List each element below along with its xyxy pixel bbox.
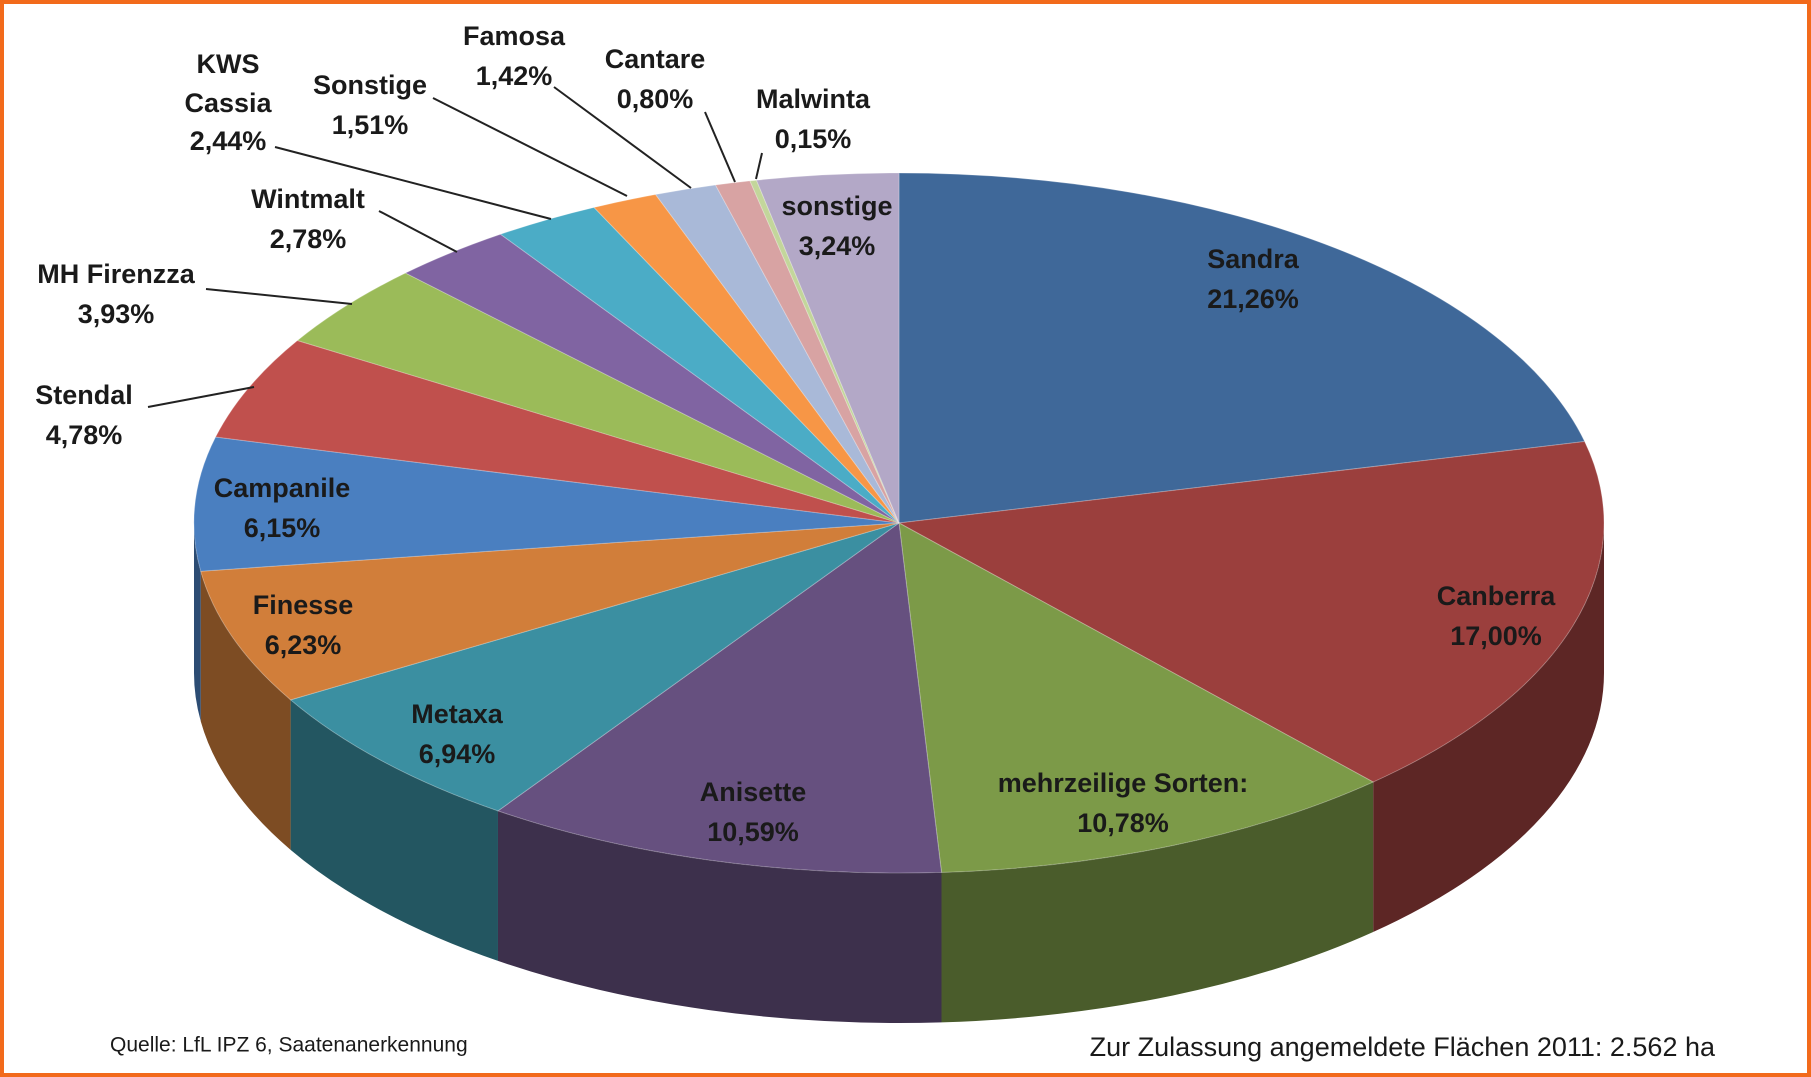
slice	[749, 179, 900, 524]
slice-side	[290, 699, 498, 961]
slice	[897, 440, 1605, 783]
slice	[404, 233, 900, 524]
slice	[496, 522, 943, 874]
category-label: Malwinta	[756, 84, 871, 114]
slice	[593, 193, 900, 524]
slice	[898, 522, 1375, 873]
source: Quelle: LfL IPZ 6, Saatenanerkennung	[110, 1034, 468, 1057]
slice	[289, 522, 900, 812]
slice	[499, 206, 900, 524]
category-label: Cantare	[605, 44, 706, 74]
category-label: mehrzeilige Sorten:	[998, 768, 1249, 798]
category-label-line: Cassia	[184, 88, 272, 118]
value-label: 17,00%	[1450, 621, 1542, 651]
slice	[654, 184, 900, 524]
value-label: 2,44%	[190, 126, 267, 156]
labels: Sandra 21,26% Canberra 17,00% mehrzeilige So…	[35, 21, 1556, 847]
value-label: 6,94%	[419, 739, 496, 769]
value-label: 1,51%	[332, 110, 409, 140]
category-label: KWS Cassia	[184, 49, 272, 118]
leader-line	[147, 386, 255, 408]
category-label: Sandra	[1207, 244, 1300, 274]
category-label-line: KWS	[197, 49, 260, 79]
leader-line	[432, 97, 628, 197]
slice-side	[194, 523, 201, 722]
value-label: 6,23%	[265, 630, 342, 660]
category-label: sonstige	[781, 191, 892, 221]
category-label: Campanile	[214, 473, 351, 503]
slice	[296, 272, 900, 524]
category-label: Finesse	[253, 590, 354, 620]
slice	[200, 522, 900, 701]
category-label: MH Firenzza	[37, 259, 196, 289]
category-label: Wintmalt	[251, 184, 365, 214]
value-label: 2,78%	[270, 224, 347, 254]
slice	[193, 436, 900, 572]
pie-tops	[193, 172, 1605, 874]
category-label: Sonstige	[313, 70, 427, 100]
value-label: 6,15%	[244, 513, 321, 543]
value-label: 0,80%	[617, 84, 694, 114]
slice-side	[497, 810, 942, 1023]
slice	[898, 172, 1586, 524]
slice-side	[941, 782, 1374, 1023]
value-label: 10,59%	[707, 817, 799, 847]
leader-line	[704, 111, 736, 183]
slice-side	[1373, 523, 1604, 933]
category-label: Famosa	[463, 21, 566, 51]
value-label: 21,26%	[1207, 284, 1299, 314]
category-label: Anisette	[700, 777, 807, 807]
value-label: 3,93%	[78, 299, 155, 329]
slice-side	[200, 571, 291, 850]
leader-line	[755, 152, 763, 180]
value-label: 10,78%	[1077, 808, 1169, 838]
slice	[755, 172, 900, 524]
value-label: 4,78%	[46, 420, 123, 450]
value-label: 1,42%	[476, 61, 553, 91]
leader-line	[553, 86, 692, 189]
category-label: Canberra	[1437, 581, 1557, 611]
value-label: 0,15%	[775, 124, 852, 154]
leader-line	[274, 146, 552, 220]
category-label: Metaxa	[411, 699, 504, 729]
category-label: Stendal	[35, 380, 133, 410]
slice	[714, 180, 900, 524]
leader-line	[205, 288, 353, 305]
value-label: 3,24%	[799, 231, 876, 261]
leader-line	[378, 210, 458, 253]
note: Zur Zulassung angemeldete Flächen 2011: …	[1090, 1032, 1716, 1062]
pie-sides	[194, 523, 1604, 1023]
